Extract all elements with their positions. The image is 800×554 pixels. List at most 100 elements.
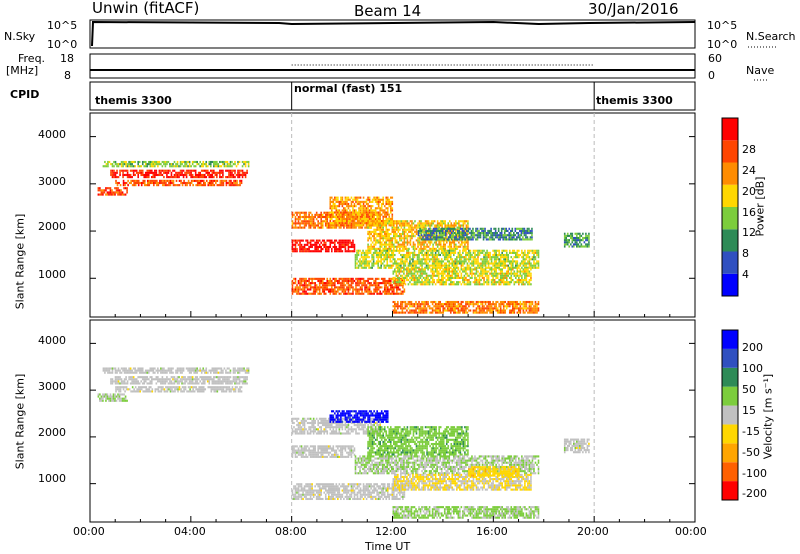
power-echo-region-12 bbox=[417, 227, 533, 241]
power-echo-region-11 bbox=[392, 300, 540, 314]
nsky-tick-low: 10^0 bbox=[47, 38, 78, 51]
velocity-echo-region-0 bbox=[102, 367, 250, 374]
beam-title: Beam 14 bbox=[354, 2, 422, 20]
cpid-panel-frame bbox=[89, 81, 696, 111]
freq-panel-frame bbox=[89, 53, 696, 79]
power-cb-tick-20: 20 bbox=[742, 185, 756, 198]
velocity-ytick-1000: 1000 bbox=[38, 472, 66, 485]
velocity-echo-region-10 bbox=[392, 473, 532, 491]
station-title: Unwin (fitACF) bbox=[92, 0, 200, 17]
power-cb-tick-24: 24 bbox=[742, 164, 756, 177]
power-ytick-2000: 2000 bbox=[38, 220, 66, 233]
velocity-echo-region-12 bbox=[468, 466, 520, 477]
velocity-colorbar-segment bbox=[722, 367, 738, 387]
velocity-echo-region-2 bbox=[115, 386, 243, 393]
power-colorbar-segment bbox=[722, 229, 738, 252]
velocity-cb-tick-minus50: -50 bbox=[742, 446, 760, 459]
freq-unit-label: [MHz] bbox=[6, 64, 39, 77]
velocity-colorbar-segment bbox=[722, 386, 738, 406]
cpid-mode-3: themis 3300 bbox=[596, 94, 673, 107]
power-ytick-1000: 1000 bbox=[38, 268, 66, 281]
xtick-1600: 16:00 bbox=[476, 525, 508, 538]
velocity-colorbar-segment bbox=[722, 443, 738, 463]
power-ytick-4000: 4000 bbox=[38, 128, 66, 141]
velocity-echo-region-3 bbox=[97, 393, 128, 402]
velocity-echo-region-4 bbox=[291, 445, 356, 458]
velocity-ytick-3000: 3000 bbox=[38, 380, 66, 393]
power-colorbar-segment bbox=[722, 207, 738, 230]
power-cb-tick-8: 8 bbox=[742, 247, 749, 260]
velocity-cb-tick-50: 50 bbox=[742, 383, 756, 396]
cpid-mode-1: themis 3300 bbox=[95, 94, 172, 107]
power-colorbar-segment bbox=[722, 162, 738, 185]
velocity-cb-tick-minus15: -15 bbox=[742, 425, 760, 438]
velocity-cb-tick-minus100: -100 bbox=[742, 467, 767, 480]
power-echo-region-0 bbox=[102, 160, 250, 168]
power-echo-region-2 bbox=[115, 179, 243, 187]
power-cb-tick-4: 4 bbox=[742, 268, 749, 281]
velocity-cb-tick-15: 15 bbox=[742, 404, 756, 417]
power-colorbar-frame bbox=[721, 117, 739, 297]
power-colorbar-segment bbox=[722, 118, 738, 141]
velocity-echo-region-13 bbox=[563, 438, 590, 454]
nsearch-tick-low: 10^0 bbox=[707, 38, 738, 51]
velocity-cb-tick-200: 200 bbox=[742, 341, 763, 354]
date-title: 30/Jan/2016 bbox=[588, 0, 679, 18]
power-cb-tick-28: 28 bbox=[742, 143, 756, 156]
cpid-mode-2: normal (fast) 151 bbox=[294, 82, 403, 95]
xlabel: Time UT bbox=[365, 540, 411, 553]
power-echo-region-8 bbox=[354, 249, 540, 269]
velocity-colorbar-segment bbox=[722, 348, 738, 368]
velocity-echo-region-9 bbox=[291, 483, 406, 501]
velocity-colorbar-segment bbox=[722, 405, 738, 425]
power-colorbar-segment bbox=[722, 184, 738, 207]
nsky-tick-high: 10^5 bbox=[47, 19, 78, 32]
power-echo-region-3 bbox=[97, 187, 128, 196]
nsky-label: N.Sky bbox=[4, 30, 36, 43]
nsearch-tick-high: 10^5 bbox=[707, 19, 738, 32]
power-echo-region-10 bbox=[392, 268, 532, 286]
xtick-0800: 08:00 bbox=[275, 525, 307, 538]
xtick-1200: 12:00 bbox=[375, 525, 407, 538]
xtick-2400: 00:00 bbox=[675, 525, 707, 538]
power-ytick-3000: 3000 bbox=[38, 175, 66, 188]
nave-tick-low: 0 bbox=[708, 69, 715, 82]
velocity-cb-tick-minus200: -200 bbox=[742, 487, 767, 500]
xtick-0400: 04:00 bbox=[174, 525, 206, 538]
power-colorbar-segment bbox=[722, 140, 738, 163]
velocity-ytick-2000: 2000 bbox=[38, 426, 66, 439]
velocity-colorbar-segment bbox=[722, 481, 738, 500]
velocity-echo-region-7 bbox=[367, 426, 469, 456]
power-echo-region-4 bbox=[291, 239, 356, 253]
power-echo-region-13 bbox=[563, 232, 590, 248]
power-colorbar-segment bbox=[722, 273, 738, 296]
cpid-label: CPID bbox=[10, 88, 40, 101]
nsky-panel-frame bbox=[89, 19, 696, 49]
xtick-2000: 20:00 bbox=[577, 525, 609, 538]
velocity-colorbar-segment bbox=[722, 424, 738, 444]
velocity-cb-tick-100: 100 bbox=[742, 362, 763, 375]
freq-tick-high: 18 bbox=[60, 52, 74, 65]
velocity-colorbar-segment bbox=[722, 330, 738, 349]
velocity-echo-region-1 bbox=[110, 376, 248, 385]
xtick-0000: 00:00 bbox=[73, 525, 105, 538]
nsearch-label: N.Search bbox=[746, 30, 796, 43]
power-colorbar-segment bbox=[722, 251, 738, 274]
nave-tick-high: 60 bbox=[708, 52, 722, 65]
power-cb-tick-16: 16 bbox=[742, 206, 756, 219]
freq-label: Freq. bbox=[18, 52, 46, 65]
nave-label: Nave bbox=[746, 64, 775, 77]
velocity-colorbar-frame bbox=[721, 329, 739, 501]
velocity-echo-region-8 bbox=[354, 455, 540, 475]
freq-tick-low: 8 bbox=[64, 69, 71, 82]
velocity-echo-region-11 bbox=[392, 506, 540, 519]
power-echo-region-6 bbox=[329, 196, 394, 227]
power-echo-region-1 bbox=[110, 169, 248, 179]
power-cb-tick-12: 12 bbox=[742, 226, 756, 239]
velocity-echo-region-6 bbox=[329, 410, 389, 423]
nsky-trace bbox=[91, 20, 696, 47]
velocity-ytick-4000: 4000 bbox=[38, 334, 66, 347]
velocity-colorbar-segment bbox=[722, 462, 738, 482]
power-echo-region-9 bbox=[291, 277, 406, 295]
